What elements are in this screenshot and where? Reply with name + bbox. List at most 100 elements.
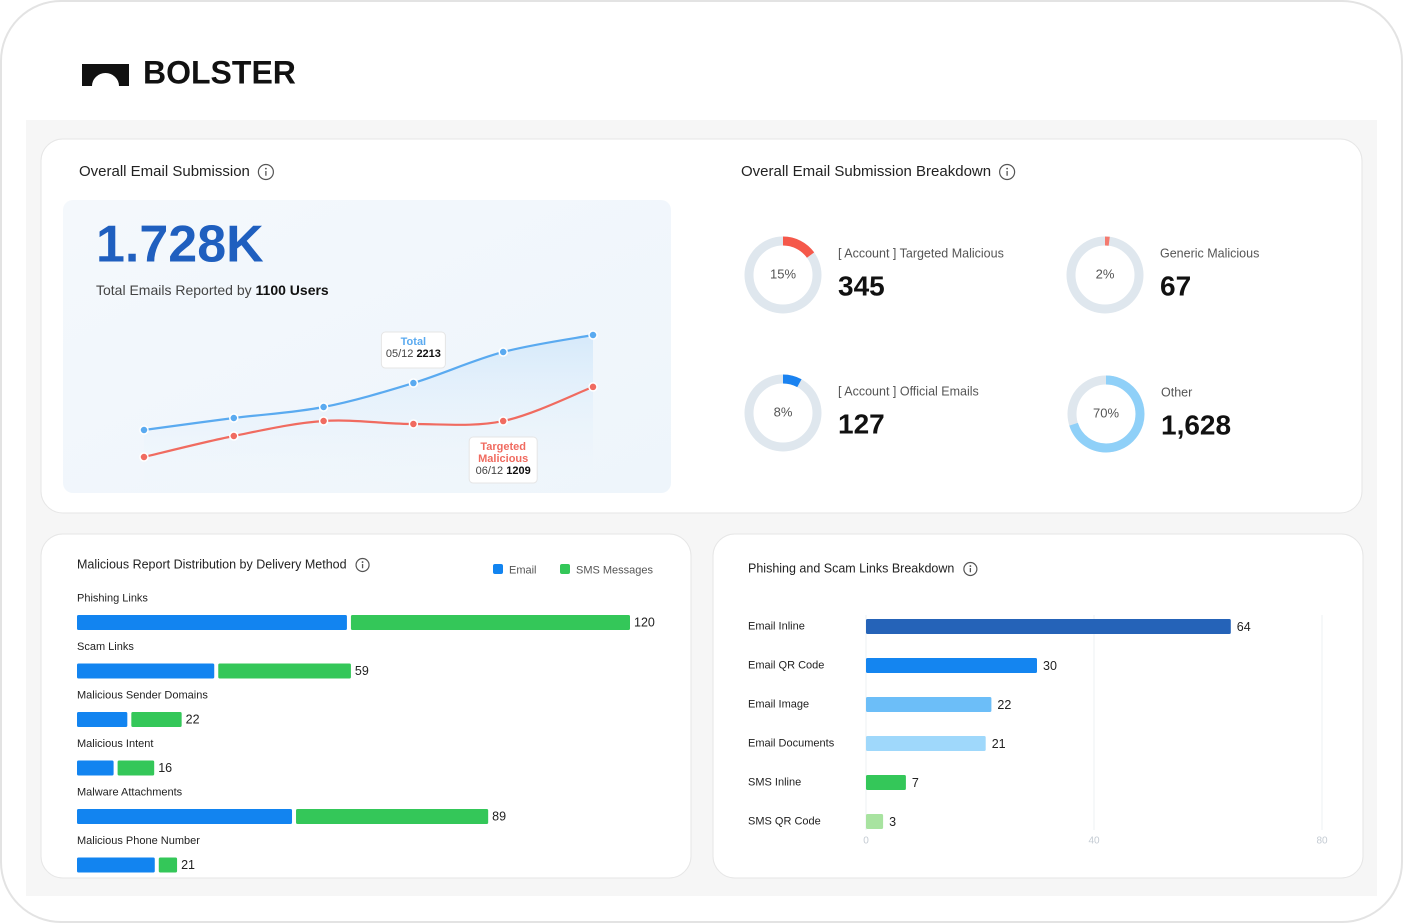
line-point xyxy=(408,419,419,429)
subtitle: Total Emails Reported by xyxy=(96,282,252,298)
item-label: [ Account ] Official Emails xyxy=(838,384,979,398)
donut-arc xyxy=(1067,375,1145,453)
category-label: Malicious Intent xyxy=(77,738,153,750)
line-point xyxy=(229,431,239,441)
bar xyxy=(131,712,182,727)
bar xyxy=(296,809,489,824)
tooltip-field: Targeted Malicious xyxy=(478,441,529,466)
bar-total: 21 xyxy=(181,858,195,872)
item-value: 127 xyxy=(838,408,885,439)
info-icon xyxy=(963,561,978,577)
info-icon xyxy=(355,557,370,573)
donut-percent: 70% xyxy=(1093,405,1119,420)
legend-swatch xyxy=(493,564,503,574)
card-title: Phishing and Scam Links Breakdown xyxy=(748,561,954,575)
bar xyxy=(350,615,630,630)
line-point xyxy=(588,382,598,392)
bar xyxy=(866,736,986,751)
info-icon xyxy=(969,565,972,567)
info-icon xyxy=(361,561,364,563)
card xyxy=(40,533,692,879)
item-value: 1,628 xyxy=(1161,409,1231,440)
line-point xyxy=(139,425,149,435)
item-value: 345 xyxy=(838,270,885,301)
line-point xyxy=(498,416,508,426)
line-point xyxy=(229,413,239,423)
bar-label: 64 xyxy=(1237,620,1251,634)
bar-label: 30 xyxy=(1043,659,1057,673)
brand: BOLSTER xyxy=(143,54,296,90)
line xyxy=(143,333,594,432)
donut-arc xyxy=(744,374,822,452)
logo-mark xyxy=(82,64,129,86)
tooltip xyxy=(380,331,446,369)
legend-label: SMS Messages xyxy=(576,564,654,576)
tooltip xyxy=(468,436,538,484)
bar-total: 22 xyxy=(186,712,200,726)
tooltip-text: Total 05/12 2213 xyxy=(381,336,445,360)
tooltip-row: 06/12 1209 xyxy=(469,465,537,477)
bar xyxy=(866,697,992,712)
bar xyxy=(218,663,351,679)
bar xyxy=(77,760,114,776)
donut-arc xyxy=(1066,236,1144,314)
users: 1100 Users xyxy=(256,282,329,298)
category-label: Email Inline xyxy=(748,620,805,632)
donut-arc xyxy=(744,236,822,314)
x-tick-label: 80 xyxy=(1316,836,1328,847)
card-title: Overall Email Submission Breakdown xyxy=(741,163,991,180)
x-tick-label: 0 xyxy=(863,836,869,847)
line xyxy=(143,385,594,459)
info-icon xyxy=(264,167,267,170)
line-point xyxy=(139,452,149,462)
bar-label: 3 xyxy=(889,815,896,829)
line-point xyxy=(318,402,329,412)
bar-total: 89 xyxy=(492,809,506,823)
item-label: [ Account ] Targeted Malicious xyxy=(838,246,1004,260)
bar xyxy=(866,775,906,790)
tooltip-row: 05/12 2213 xyxy=(381,348,445,360)
bar xyxy=(77,809,293,824)
donut-percent: 15% xyxy=(770,266,796,281)
legend-swatch xyxy=(560,564,570,574)
category-label: Email Documents xyxy=(748,737,835,749)
tooltip-field: 2213 xyxy=(416,348,441,361)
bar xyxy=(77,615,347,630)
category-label: Malware Attachments xyxy=(77,786,183,798)
info-icon xyxy=(999,163,1016,181)
line-point xyxy=(408,378,419,388)
tooltip-text: Targeted Malicious 06/12 1209 xyxy=(469,441,537,477)
category-label: SMS Inline xyxy=(748,776,801,788)
line-point xyxy=(588,330,598,340)
x-tick-label: 40 xyxy=(1088,836,1100,847)
category-label: SMS QR Code xyxy=(748,815,821,827)
bar-label: 21 xyxy=(992,737,1006,751)
category-label: Email QR Code xyxy=(748,659,824,671)
card-title: Malicious Report Distribution by Deliver… xyxy=(77,557,347,571)
bar xyxy=(77,857,155,873)
bar-label: 7 xyxy=(912,776,919,790)
donut-percent: 2% xyxy=(1096,266,1115,281)
item-label: Generic Malicious xyxy=(1160,246,1259,260)
bar xyxy=(866,814,884,829)
category-label: Malicious Phone Number xyxy=(77,835,200,847)
bar-total: 59 xyxy=(355,664,369,678)
category-label: Malicious Sender Domains xyxy=(77,689,208,701)
tooltip-field: 06/12 xyxy=(475,465,504,478)
bar xyxy=(77,712,128,727)
total-count: 1.728K xyxy=(96,216,264,274)
tooltip-field: 05/12 xyxy=(385,348,414,361)
tooltip-field: Total xyxy=(400,336,427,349)
category-label: Email Image xyxy=(748,698,809,710)
line-point xyxy=(498,347,508,357)
card-title: Overall Email Submission xyxy=(79,163,250,180)
category-label: Phishing Links xyxy=(77,592,148,604)
info-icon xyxy=(1006,167,1009,170)
category-label: Scam Links xyxy=(77,641,134,653)
bar xyxy=(117,760,155,776)
bar-total: 120 xyxy=(634,615,655,629)
